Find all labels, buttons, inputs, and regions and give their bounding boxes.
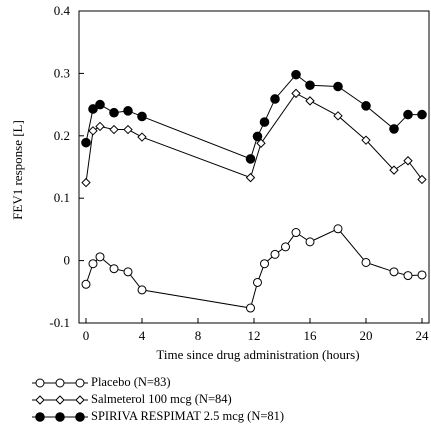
data-point <box>291 228 301 238</box>
data-point <box>270 249 280 259</box>
x-tick-label: 20 <box>360 328 373 343</box>
filled-circle-marker-icon <box>32 411 88 422</box>
data-point <box>270 94 280 104</box>
data-point <box>305 96 315 106</box>
data-point <box>109 124 119 135</box>
data-point <box>245 154 256 164</box>
legend-item-salmeterol: Salmeterol 100 mcg (N=84) <box>30 391 284 408</box>
data-point <box>403 156 413 166</box>
data-point <box>389 165 399 175</box>
y-tick-label: 0 <box>64 253 71 268</box>
data-point <box>123 124 133 135</box>
data-point <box>417 109 427 120</box>
legend-item-spiriva: SPIRIVA RESPIMAT 2.5 mcg (N=81) <box>30 408 284 425</box>
series-3 <box>81 69 427 164</box>
legend-label-placebo: Placebo (N=83) <box>91 375 171 389</box>
y-tick-label: -0.1 <box>49 315 70 330</box>
data-point <box>256 138 266 148</box>
data-point <box>333 224 343 234</box>
x-tick-label: 24 <box>416 328 430 343</box>
data-point <box>361 257 371 267</box>
data-point <box>361 135 371 145</box>
data-point <box>95 252 105 262</box>
data-point <box>88 104 98 114</box>
data-point <box>95 99 105 110</box>
series-layer <box>81 69 427 313</box>
data-point <box>259 117 270 127</box>
data-point <box>81 279 91 289</box>
data-point <box>109 264 119 274</box>
data-point <box>95 121 105 132</box>
x-tick-label: 8 <box>195 328 202 343</box>
data-point <box>305 80 315 91</box>
axes: -0.1 0 0.1 0.2 0.3 0.4 0 4 8 12 16 20 24 <box>49 3 430 343</box>
y-tick-label: 0.1 <box>54 190 70 205</box>
data-point <box>88 259 98 269</box>
series-2 <box>81 88 427 188</box>
data-point <box>389 124 399 134</box>
data-point <box>403 271 413 281</box>
data-point <box>361 101 371 111</box>
data-point <box>123 267 133 277</box>
y-axis-label: FEV1 response [L] <box>10 120 25 220</box>
data-point <box>137 111 147 122</box>
data-point <box>333 111 343 121</box>
data-point <box>81 137 91 148</box>
open-circle-marker-icon <box>32 378 88 387</box>
data-point <box>417 174 427 185</box>
open-diamond-marker-icon <box>32 394 88 405</box>
data-point <box>417 270 427 280</box>
data-point <box>245 172 256 183</box>
series-line <box>85 228 423 309</box>
x-tick-label: 12 <box>248 328 261 343</box>
data-point <box>252 131 263 142</box>
y-tick-label: 0.2 <box>54 128 70 143</box>
y-tick-label: 0.4 <box>54 3 71 18</box>
data-point <box>291 69 301 80</box>
legend: Placebo (N=83) Salmeterol 100 mcg (N=84)… <box>30 374 284 425</box>
legend-label-spiriva: SPIRIVA RESPIMAT 2.5 mcg (N=81) <box>91 409 285 423</box>
data-point <box>260 259 269 269</box>
data-point <box>246 303 255 313</box>
data-point <box>281 242 290 252</box>
data-point <box>137 285 147 295</box>
series-1 <box>81 224 427 313</box>
data-point <box>137 132 147 142</box>
data-point <box>109 107 119 118</box>
x-tick-label: 0 <box>83 328 90 343</box>
data-point <box>81 177 91 188</box>
x-axis-label: Time since drug administration (hours) <box>156 347 359 362</box>
data-point <box>389 267 399 277</box>
legend-label-salmeterol: Salmeterol 100 mcg (N=84) <box>91 392 232 406</box>
data-point <box>253 277 262 287</box>
y-tick-label: 0.3 <box>54 65 70 80</box>
data-point <box>291 88 301 99</box>
data-point <box>333 81 343 92</box>
data-point <box>403 109 413 120</box>
x-tick-label: 16 <box>304 328 318 343</box>
data-point <box>123 106 133 116</box>
data-point <box>88 126 98 136</box>
legend-item-placebo: Placebo (N=83) <box>30 374 284 391</box>
x-tick-label: 4 <box>139 328 146 343</box>
data-point <box>305 237 315 247</box>
